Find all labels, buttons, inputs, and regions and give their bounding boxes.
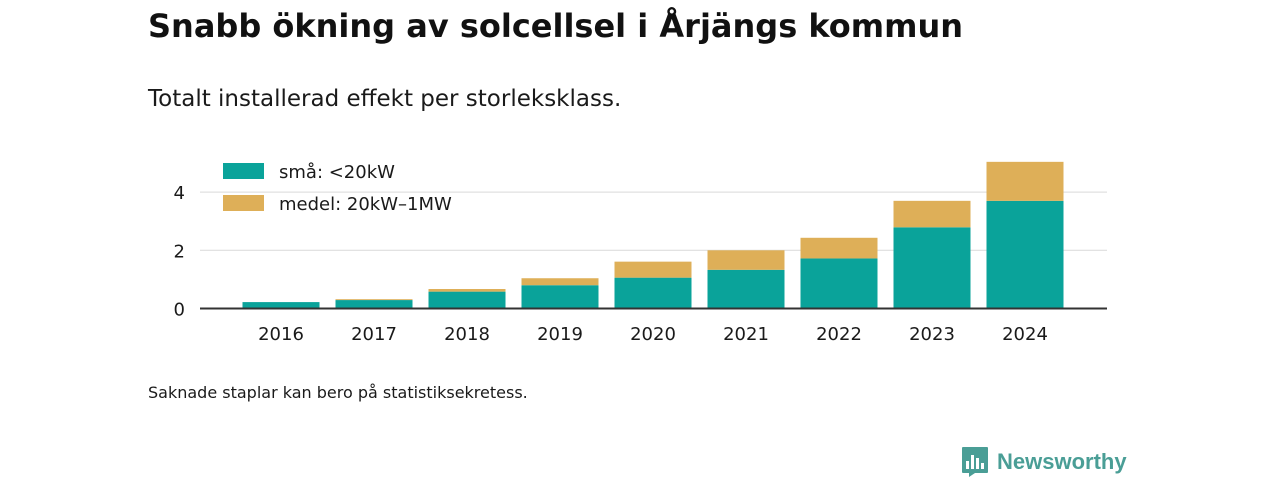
bar-2020-series-1 <box>614 261 692 278</box>
y-tick-label: 4 <box>174 183 185 204</box>
brand-name: Newsworthy <box>997 449 1127 474</box>
chart-subtitle: Totalt installerad effekt per storlekskl… <box>148 86 622 112</box>
bar-2024-series-0 <box>986 200 1064 309</box>
bar-2016-series-0 <box>242 302 320 309</box>
legend-label: medel: 20kW–1MW <box>279 194 452 215</box>
y-tick-label: 2 <box>174 241 185 262</box>
chart-title: Snabb ökning av solcellsel i Årjängs kom… <box>148 7 964 45</box>
bar-2017-series-1 <box>335 299 413 301</box>
bar-2018-series-0 <box>428 291 506 309</box>
bar-2020-series-0 <box>614 277 692 309</box>
bar-2021-series-0 <box>707 269 785 309</box>
bar-2017-series-0 <box>335 300 413 309</box>
x-tick-label: 2017 <box>351 324 397 345</box>
bar-2019-series-0 <box>521 285 599 309</box>
axes: 0 2 4 2016 2017 2018 2019 2020 2021 2022 2023 2024 <box>174 183 1107 345</box>
bar-2022-series-1 <box>800 237 878 259</box>
bar-2023-series-1 <box>893 200 971 228</box>
bar-2021-series-1 <box>707 250 785 270</box>
bar-2022-series-0 <box>800 258 878 309</box>
legend-label: små: <20kW <box>279 162 395 183</box>
bar-2019-series-1 <box>521 278 599 286</box>
bars <box>242 161 1064 309</box>
bar-2023-series-0 <box>893 227 971 309</box>
x-tick-label: 2023 <box>909 324 955 345</box>
x-tick-label: 2022 <box>816 324 862 345</box>
x-tick-label: 2016 <box>258 324 304 345</box>
legend-swatch <box>223 195 264 211</box>
x-tick-label: 2018 <box>444 324 490 345</box>
brand-logo: Newsworthy <box>961 446 1127 478</box>
y-tick-label: 0 <box>174 300 185 321</box>
x-tick-label: 2021 <box>723 324 769 345</box>
x-tick-label: 2019 <box>537 324 583 345</box>
x-tick-label: 2020 <box>630 324 676 345</box>
legend: små: <20kW medel: 20kW–1MW <box>223 162 452 215</box>
bar-chart-logo-icon <box>962 447 988 477</box>
bar-2024-series-1 <box>986 161 1064 201</box>
x-tick-label: 2024 <box>1002 324 1048 345</box>
footnote: Saknade staplar kan bero på statistiksek… <box>148 383 528 402</box>
bar-2018-series-1 <box>428 289 506 292</box>
legend-swatch <box>223 163 264 179</box>
